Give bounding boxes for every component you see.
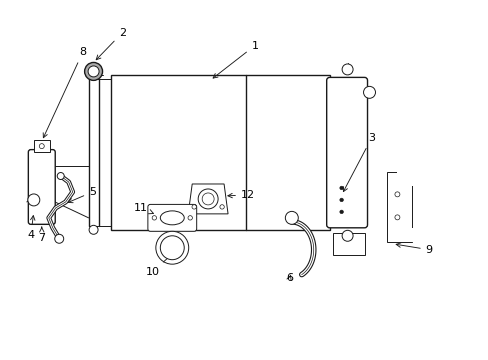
Circle shape: [285, 211, 298, 224]
Ellipse shape: [160, 211, 184, 225]
Text: 9: 9: [395, 243, 432, 255]
Bar: [386, 172, 411, 242]
FancyBboxPatch shape: [28, 150, 55, 224]
Circle shape: [84, 62, 102, 80]
Text: 3: 3: [343, 133, 374, 192]
Circle shape: [57, 172, 64, 180]
Circle shape: [342, 230, 352, 241]
Text: 6: 6: [286, 273, 293, 283]
Bar: [110, 75, 329, 230]
Text: 4: 4: [27, 216, 35, 240]
Circle shape: [192, 205, 196, 209]
Circle shape: [339, 198, 343, 202]
Circle shape: [363, 86, 375, 98]
Circle shape: [152, 216, 156, 220]
Circle shape: [202, 193, 214, 205]
FancyBboxPatch shape: [147, 204, 196, 231]
FancyBboxPatch shape: [34, 140, 50, 152]
Polygon shape: [188, 184, 227, 214]
Circle shape: [394, 215, 399, 220]
Text: 11: 11: [133, 203, 153, 214]
Circle shape: [89, 225, 98, 234]
Text: 2: 2: [96, 28, 126, 60]
Bar: [332, 233, 364, 255]
Text: 12: 12: [227, 190, 255, 200]
Circle shape: [39, 144, 44, 149]
Bar: [397, 172, 413, 186]
FancyBboxPatch shape: [326, 77, 367, 228]
Circle shape: [394, 192, 399, 197]
Circle shape: [342, 64, 352, 75]
Circle shape: [339, 210, 343, 214]
Circle shape: [28, 194, 40, 206]
Circle shape: [156, 231, 188, 264]
Bar: [397, 228, 413, 242]
Circle shape: [88, 66, 99, 77]
Text: 5: 5: [68, 187, 96, 203]
Circle shape: [198, 189, 218, 209]
Text: 10: 10: [145, 252, 174, 276]
Circle shape: [55, 234, 63, 243]
Text: 1: 1: [213, 41, 258, 78]
Circle shape: [160, 236, 184, 260]
Circle shape: [220, 205, 224, 209]
Circle shape: [187, 216, 192, 220]
Text: 7: 7: [38, 227, 45, 243]
Text: 8: 8: [43, 48, 86, 138]
Circle shape: [339, 186, 343, 190]
